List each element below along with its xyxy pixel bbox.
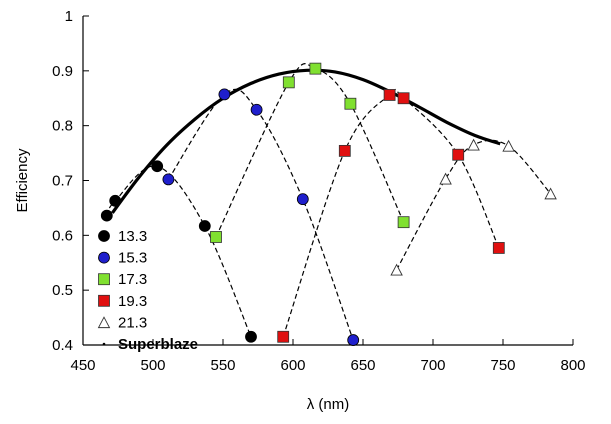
data-point-21-3 bbox=[390, 263, 403, 276]
legend-label-19-3: 19.3 bbox=[118, 293, 147, 310]
y-axis-title: Efficiency bbox=[14, 148, 31, 212]
data-point-19-3 bbox=[277, 330, 290, 343]
data-point-13-3 bbox=[245, 330, 257, 343]
data-point-19-3 bbox=[397, 92, 410, 105]
data-point-15-3 bbox=[218, 88, 231, 101]
data-point-15-3 bbox=[250, 103, 263, 116]
legend-label-21-3: 21.3 bbox=[118, 314, 147, 331]
data-point-15-3 bbox=[347, 334, 360, 346]
x-tick-label: 800 bbox=[560, 357, 585, 374]
legend-marker-superblaze bbox=[102, 342, 106, 346]
data-point-17-3 bbox=[282, 76, 295, 89]
data-point-17-3 bbox=[344, 97, 357, 110]
axis-ticks bbox=[82, 15, 574, 346]
plot-axes bbox=[82, 16, 573, 346]
x-axis-title: λ (nm) bbox=[307, 396, 350, 413]
data-point-17-3 bbox=[210, 231, 222, 243]
y-tick-label: 0.7 bbox=[52, 173, 73, 190]
x-tick-label: 500 bbox=[140, 357, 165, 374]
data-point-15-3 bbox=[162, 173, 175, 186]
legend: 13.3 15.3 17.3 19.3 21.3 Superblaze bbox=[97, 228, 198, 353]
fit-curve-21-3 bbox=[396, 139, 552, 271]
data-point-13-3 bbox=[109, 194, 122, 207]
legend-label-13-3: 13.3 bbox=[118, 228, 147, 245]
data-point-17-3 bbox=[309, 62, 322, 75]
legend-marker-17-3 bbox=[98, 273, 110, 286]
x-tick-label: 600 bbox=[280, 357, 305, 374]
y-tick-label: 0.6 bbox=[52, 227, 73, 244]
y-tick-label: 0.4 bbox=[52, 337, 73, 354]
superblaze-curve bbox=[111, 68, 501, 214]
data-point-21-3 bbox=[467, 138, 480, 151]
data-point-19-3 bbox=[338, 144, 351, 157]
x-tick-label: 550 bbox=[210, 357, 235, 374]
data-point-19-3 bbox=[452, 148, 465, 161]
legend-marker-15-3 bbox=[98, 251, 110, 264]
y-tick-label: 0.8 bbox=[52, 118, 73, 135]
fit-curves bbox=[106, 63, 552, 341]
fit-curve-13-3 bbox=[106, 165, 252, 338]
data-point-13-3 bbox=[100, 209, 113, 222]
data-point-19-3 bbox=[492, 242, 505, 254]
legend-label-superblaze: Superblaze bbox=[118, 336, 198, 353]
data-point-13-3 bbox=[151, 160, 164, 173]
data-point-21-3 bbox=[439, 172, 452, 185]
legend-label-17-3: 17.3 bbox=[118, 271, 147, 288]
x-tick-label: 700 bbox=[420, 357, 445, 374]
y-tick-label: 1 bbox=[65, 8, 73, 25]
x-tick-label: 750 bbox=[490, 357, 515, 374]
data-point-19-3 bbox=[383, 89, 396, 101]
data-markers bbox=[100, 62, 557, 346]
data-point-17-3 bbox=[397, 216, 410, 229]
x-tick-label: 650 bbox=[350, 357, 375, 374]
y-tick-label: 0.5 bbox=[52, 282, 73, 299]
data-point-21-3 bbox=[544, 187, 557, 200]
legend-marker-19-3 bbox=[98, 294, 110, 307]
fit-curve-15-3 bbox=[167, 88, 354, 341]
x-tick-label: 450 bbox=[70, 357, 95, 374]
y-tick-label: 0.9 bbox=[52, 63, 73, 80]
legend-marker-13-3 bbox=[98, 230, 110, 242]
fit-curve-19-3 bbox=[282, 88, 500, 337]
tick-labels: 450 500 550 600 650 700 750 800 0.4 0.5 0.6 0.7 0.8 0… bbox=[52, 8, 585, 374]
data-point-13-3 bbox=[198, 220, 211, 232]
legend-marker-21-3 bbox=[97, 316, 111, 329]
fit-curve-17-3 bbox=[215, 63, 405, 238]
data-point-15-3 bbox=[296, 193, 309, 206]
legend-label-15-3: 15.3 bbox=[118, 250, 147, 267]
data-point-21-3 bbox=[502, 139, 515, 152]
